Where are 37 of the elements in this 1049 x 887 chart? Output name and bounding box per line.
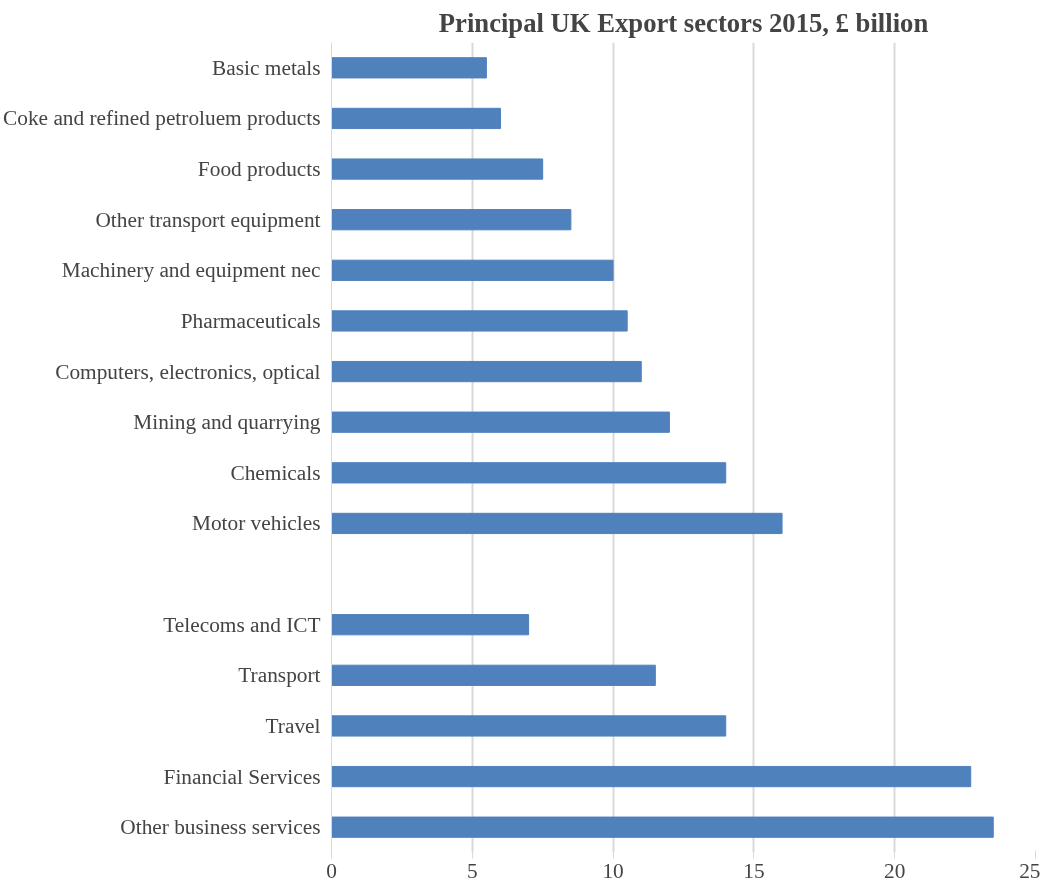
- bar: [331, 158, 544, 180]
- bar: [331, 664, 656, 686]
- bar: [331, 360, 642, 383]
- bar: [331, 512, 783, 535]
- bar: [331, 816, 994, 838]
- y-tick-label: Transport: [238, 663, 321, 688]
- chart-title: Principal UK Export sectors 2015, £ billion: [438, 7, 929, 38]
- bar: [331, 209, 572, 231]
- y-tick-label: Motor vehicles: [191, 511, 321, 536]
- x-tick-label: 20: [884, 858, 906, 883]
- bar: [331, 259, 614, 281]
- y-tick-label: Pharmaceuticals: [180, 308, 321, 333]
- bar: [331, 715, 727, 737]
- y-tick-label: Financial Services: [163, 764, 321, 789]
- y-tick-label: Coke and refined petroluem products: [3, 106, 321, 131]
- x-tick-label: 5: [466, 858, 478, 883]
- y-tick-label: Travel: [265, 713, 321, 738]
- y-tick-label: Food products: [197, 157, 321, 182]
- y-tick-label: Basic metals: [212, 55, 321, 80]
- y-tick-label: Other transport equipment: [95, 207, 321, 232]
- x-tick-label: 10: [602, 858, 624, 883]
- y-tick-label: Machinery and equipment nec: [61, 258, 321, 283]
- bar: [331, 614, 530, 636]
- x-tick-label: 15: [743, 858, 765, 883]
- bar: [331, 57, 487, 79]
- bar: [331, 411, 670, 433]
- bar: [331, 462, 727, 484]
- y-tick-label: Telecoms and ICT: [163, 612, 321, 637]
- y-tick-label: Other business services: [120, 815, 321, 840]
- y-tick-label: Computers, electronics, optical: [55, 359, 321, 384]
- bar: [331, 310, 628, 332]
- bar: [331, 107, 501, 130]
- bar: [331, 765, 972, 788]
- x-tick-label: 25: [1019, 858, 1041, 883]
- x-tick-label: 0: [326, 858, 337, 883]
- y-tick-label: Mining and quarrying: [133, 410, 321, 435]
- y-tick-label: Chemicals: [230, 460, 321, 485]
